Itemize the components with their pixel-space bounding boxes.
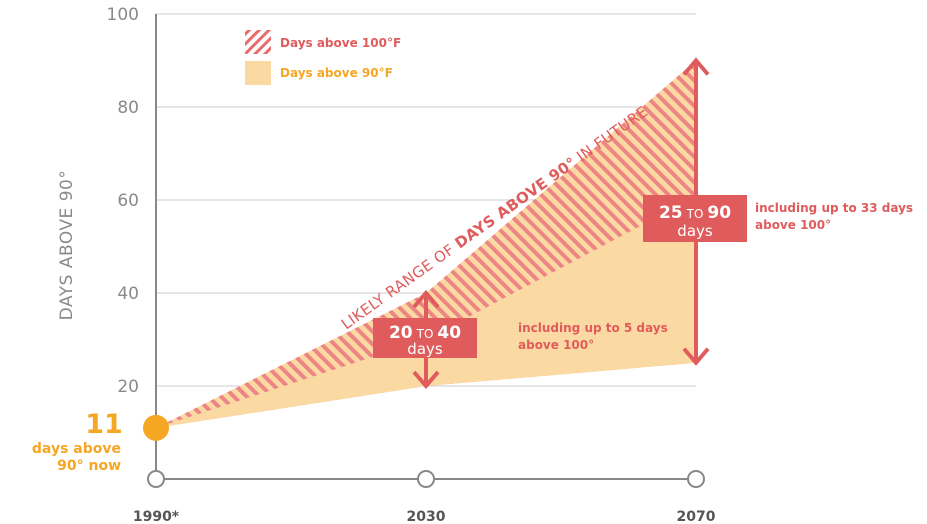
range-2030-to: TO <box>416 327 434 341</box>
range-box-2030-bg <box>373 318 477 358</box>
baseline-number: 11 <box>85 409 123 440</box>
x-tick-marker-0 <box>147 470 165 488</box>
plot-area <box>156 60 696 428</box>
range-arrow-head-top-2030 <box>412 289 440 309</box>
range-box-2030: 20 TO 40 days <box>373 318 477 358</box>
y-tick-20: 20 <box>117 377 139 397</box>
y-tick-80: 80 <box>117 98 139 118</box>
x-tick-2070: 2070 <box>677 509 716 524</box>
range-2030-low: 20 <box>389 323 413 343</box>
x-tick-1990: 1990* <box>133 509 180 524</box>
range-box-2070: 25 TO 90 days <box>643 195 747 242</box>
range-2030-unit: days <box>407 340 443 358</box>
legend: Days above 100°F Days above 90°F <box>245 30 401 85</box>
legend-label-90: Days above 90°F <box>280 66 393 80</box>
baseline-text-line1: days above <box>32 441 121 457</box>
x-axis-ticks: 1990* 2030 2070 <box>133 470 716 524</box>
legend-swatch-hatched <box>245 30 271 54</box>
note-2030-line1: including up to 5 days <box>518 321 668 335</box>
note-2070-line1: including up to 33 days <box>755 201 913 215</box>
range-arrow-head-bottom-2030 <box>412 370 440 390</box>
range-2070-high: 90 <box>707 203 731 223</box>
baseline-label: 11 days above 90° now <box>32 409 123 474</box>
baseline-point <box>143 414 169 441</box>
baseline-text-line2: 90° now <box>57 458 121 474</box>
x-tick-marker-2 <box>687 470 705 488</box>
range-box-2030-values: 20 TO 40 <box>389 323 461 343</box>
x-tick-2030: 2030 <box>407 509 446 524</box>
x-tick-marker-1 <box>417 470 435 488</box>
range-2030-high: 40 <box>437 323 461 343</box>
y-tick-100: 100 <box>107 5 139 25</box>
y-axis-label: DAYS ABOVE 90° <box>57 170 77 321</box>
range-arrow-head-bottom-2070 <box>682 347 710 366</box>
range-2070-unit: days <box>677 222 713 240</box>
y-tick-40: 40 <box>117 284 139 304</box>
note-2070-line2: above 100° <box>755 218 831 232</box>
note-2030-line2: above 100° <box>518 338 594 352</box>
legend-swatch-solid <box>245 61 271 85</box>
legend-label-100: Days above 100°F <box>280 36 401 50</box>
range-arrow-head-top-2070 <box>682 57 710 76</box>
range-2070-low: 25 <box>659 203 683 223</box>
range-box-2070-bg <box>643 195 747 242</box>
range-band-solid <box>156 196 696 428</box>
y-tick-60: 60 <box>117 191 139 211</box>
y-axis-ticks: 100 80 60 40 20 <box>107 5 139 397</box>
range-box-2070-values: 25 TO 90 <box>659 203 731 223</box>
range-2070-to: TO <box>686 207 704 221</box>
